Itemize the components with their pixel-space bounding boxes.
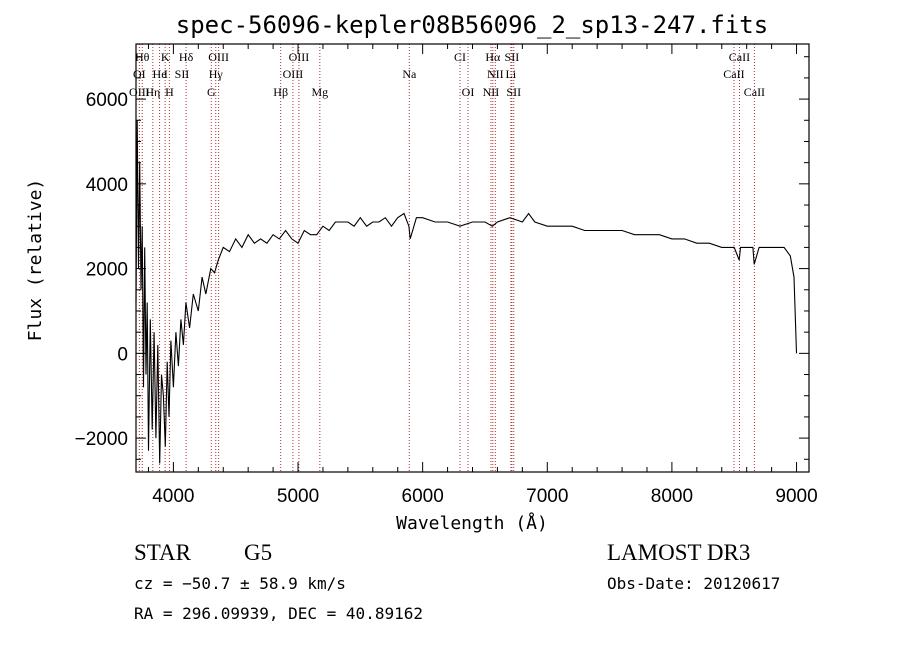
x-axis-label: Wavelength (Å) bbox=[396, 512, 548, 534]
y-tick-label: 0 bbox=[117, 344, 128, 365]
line-label: CaII bbox=[744, 85, 765, 99]
line-label: SII bbox=[175, 67, 190, 81]
line-label: CaII bbox=[729, 50, 750, 64]
line-label: SII bbox=[506, 85, 521, 99]
coordinates: RA = 296.09939, DEC = 40.89162 bbox=[134, 604, 423, 623]
line-label: CI bbox=[454, 50, 466, 64]
line-label: OIII bbox=[283, 67, 304, 81]
x-tick-label: 9000 bbox=[775, 486, 817, 507]
plot-frame bbox=[135, 43, 810, 473]
emission-line-labels: Hθ K Hδ OIII OIII CI Hα SII CaII OI HeI SII Hγ OIII Na… bbox=[129, 50, 765, 99]
observation-date: Obs-Date: 20120617 bbox=[607, 574, 780, 593]
x-tick-label: 5000 bbox=[277, 486, 319, 507]
object-class: STAR bbox=[134, 540, 192, 565]
line-label: OIII bbox=[129, 85, 150, 99]
x-axis-ticks: 4000 5000 6000 7000 8000 9000 bbox=[147, 44, 818, 507]
line-label: SII bbox=[505, 50, 520, 64]
line-label: I bbox=[164, 67, 168, 81]
spectrum-line bbox=[135, 120, 798, 464]
line-label: H bbox=[165, 85, 174, 99]
chart-title: spec-56096-kepler08B56096_2_sp13-247.fit… bbox=[176, 11, 768, 39]
line-label: He bbox=[153, 67, 167, 81]
line-label: Hθ bbox=[135, 50, 150, 64]
line-label: Hβ bbox=[273, 85, 288, 99]
line-label: NII bbox=[487, 67, 504, 81]
y-tick-label: 2000 bbox=[86, 260, 128, 281]
line-label: NII bbox=[483, 85, 500, 99]
y-axis-ticks: −2000 0 2000 4000 6000 bbox=[75, 56, 809, 460]
line-label: OI bbox=[133, 67, 146, 81]
line-label: OI bbox=[462, 85, 475, 99]
survey-name: LAMOST DR3 bbox=[607, 540, 750, 565]
line-label: Mg bbox=[311, 85, 328, 99]
emission-line-markers bbox=[138, 44, 755, 472]
line-label: Na bbox=[402, 67, 417, 81]
x-tick-label: 4000 bbox=[152, 486, 194, 507]
x-tick-label: 6000 bbox=[402, 486, 444, 507]
line-label: Li bbox=[506, 67, 517, 81]
line-label: K bbox=[161, 50, 170, 64]
line-label: Hα bbox=[485, 50, 501, 64]
object-subclass: G5 bbox=[244, 540, 272, 565]
line-label: CaII bbox=[723, 67, 744, 81]
x-tick-label: 7000 bbox=[526, 486, 568, 507]
line-label: OIII bbox=[289, 50, 310, 64]
redshift-velocity: cz = −50.7 ± 58.9 km/s bbox=[134, 574, 346, 593]
y-tick-label: −2000 bbox=[75, 429, 128, 450]
line-label: OIII bbox=[208, 50, 229, 64]
x-tick-label: 8000 bbox=[651, 486, 693, 507]
line-label: G bbox=[207, 85, 216, 99]
y-tick-label: 4000 bbox=[86, 175, 128, 196]
y-tick-label: 6000 bbox=[86, 90, 128, 111]
line-label: Hη bbox=[145, 85, 160, 99]
y-axis-label: Flux (relative) bbox=[25, 179, 46, 342]
line-label: Hδ bbox=[179, 50, 194, 64]
line-label: Hγ bbox=[209, 67, 224, 81]
